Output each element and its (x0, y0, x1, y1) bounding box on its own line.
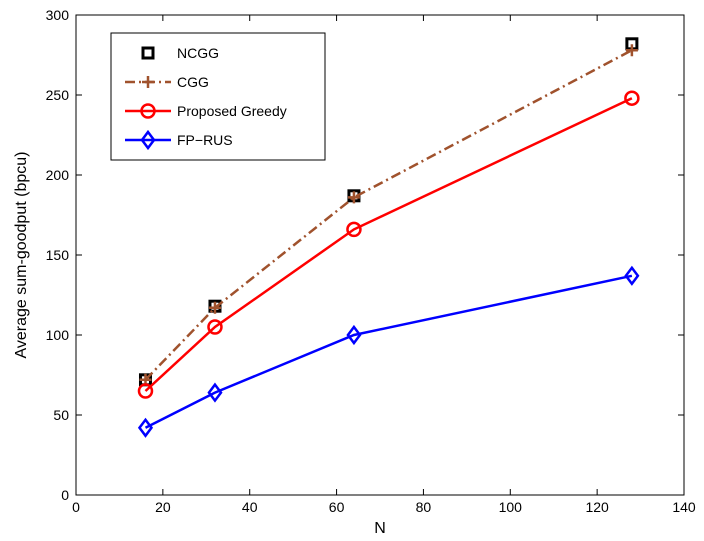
x-tick-label: 140 (672, 499, 696, 515)
data-point-proposed-greedy (346, 221, 362, 238)
series-cgg (139, 44, 638, 386)
legend: NCGG CGG Proposed Greedy FP−RUS (110, 32, 326, 161)
y-tick-label: 100 (46, 327, 70, 343)
legend-item-ncgg: NCGG (141, 45, 219, 61)
legend-item-proposed-greedy: Proposed Greedy (125, 103, 287, 119)
y-tick-label: 0 (61, 487, 69, 503)
y-tick-label: 200 (46, 167, 70, 183)
data-point-proposed-greedy (137, 383, 154, 399)
data-point-cgg (208, 301, 221, 314)
axes-layer: 0 20 40 60 80 100 120 140 0 50 100 150 200 250 300 (46, 7, 696, 515)
series-line-cgg (144, 49, 633, 381)
legend-label-proposed-greedy: Proposed Greedy (177, 103, 287, 119)
y-tick-label: 150 (46, 247, 70, 263)
y-tick-label: 300 (46, 7, 70, 23)
legend-label-cgg: CGG (177, 74, 209, 90)
legend-item-cgg: CGG (125, 74, 209, 90)
data-point-fp-rus (346, 324, 362, 346)
x-tick-label: 20 (155, 499, 171, 515)
y-tick-label: 250 (46, 87, 70, 103)
x-tick-label: 100 (499, 499, 523, 515)
data-point-cgg (347, 191, 360, 204)
legend-marker-cgg (142, 76, 154, 88)
legend-item-fp-rus: FP−RUS (125, 129, 233, 151)
x-tick-label: 80 (416, 499, 432, 515)
series-fp-rus (137, 265, 640, 438)
legend-marker-proposed-greedy (140, 103, 156, 119)
legend-marker-fp-rus (140, 129, 156, 151)
data-point-proposed-greedy (207, 319, 223, 335)
data-point-cgg (625, 44, 638, 57)
series-layer (137, 37, 640, 438)
data-point-fp-rus (624, 265, 640, 286)
x-tick-label: 120 (585, 499, 609, 515)
series-line-proposed-greedy (144, 97, 633, 392)
x-tick-label: 40 (242, 499, 258, 515)
data-point-proposed-greedy (624, 90, 640, 106)
data-point-fp-rus (207, 382, 223, 403)
x-tick-label: 0 (72, 499, 80, 515)
legend-marker-ncgg (141, 46, 155, 60)
y-axis-label: Average sum-goodput (bpcu) (13, 152, 30, 359)
x-tick-label: 60 (329, 499, 345, 515)
data-point-fp-rus (137, 417, 154, 438)
series-proposed-greedy (137, 90, 640, 399)
series-line-fp-rus (144, 274, 633, 429)
legend-label-ncgg: NCGG (177, 45, 219, 61)
x-axis-label: N (374, 520, 386, 537)
y-tick-label: 50 (53, 407, 69, 423)
legend-label-fp-rus: FP−RUS (177, 132, 233, 148)
